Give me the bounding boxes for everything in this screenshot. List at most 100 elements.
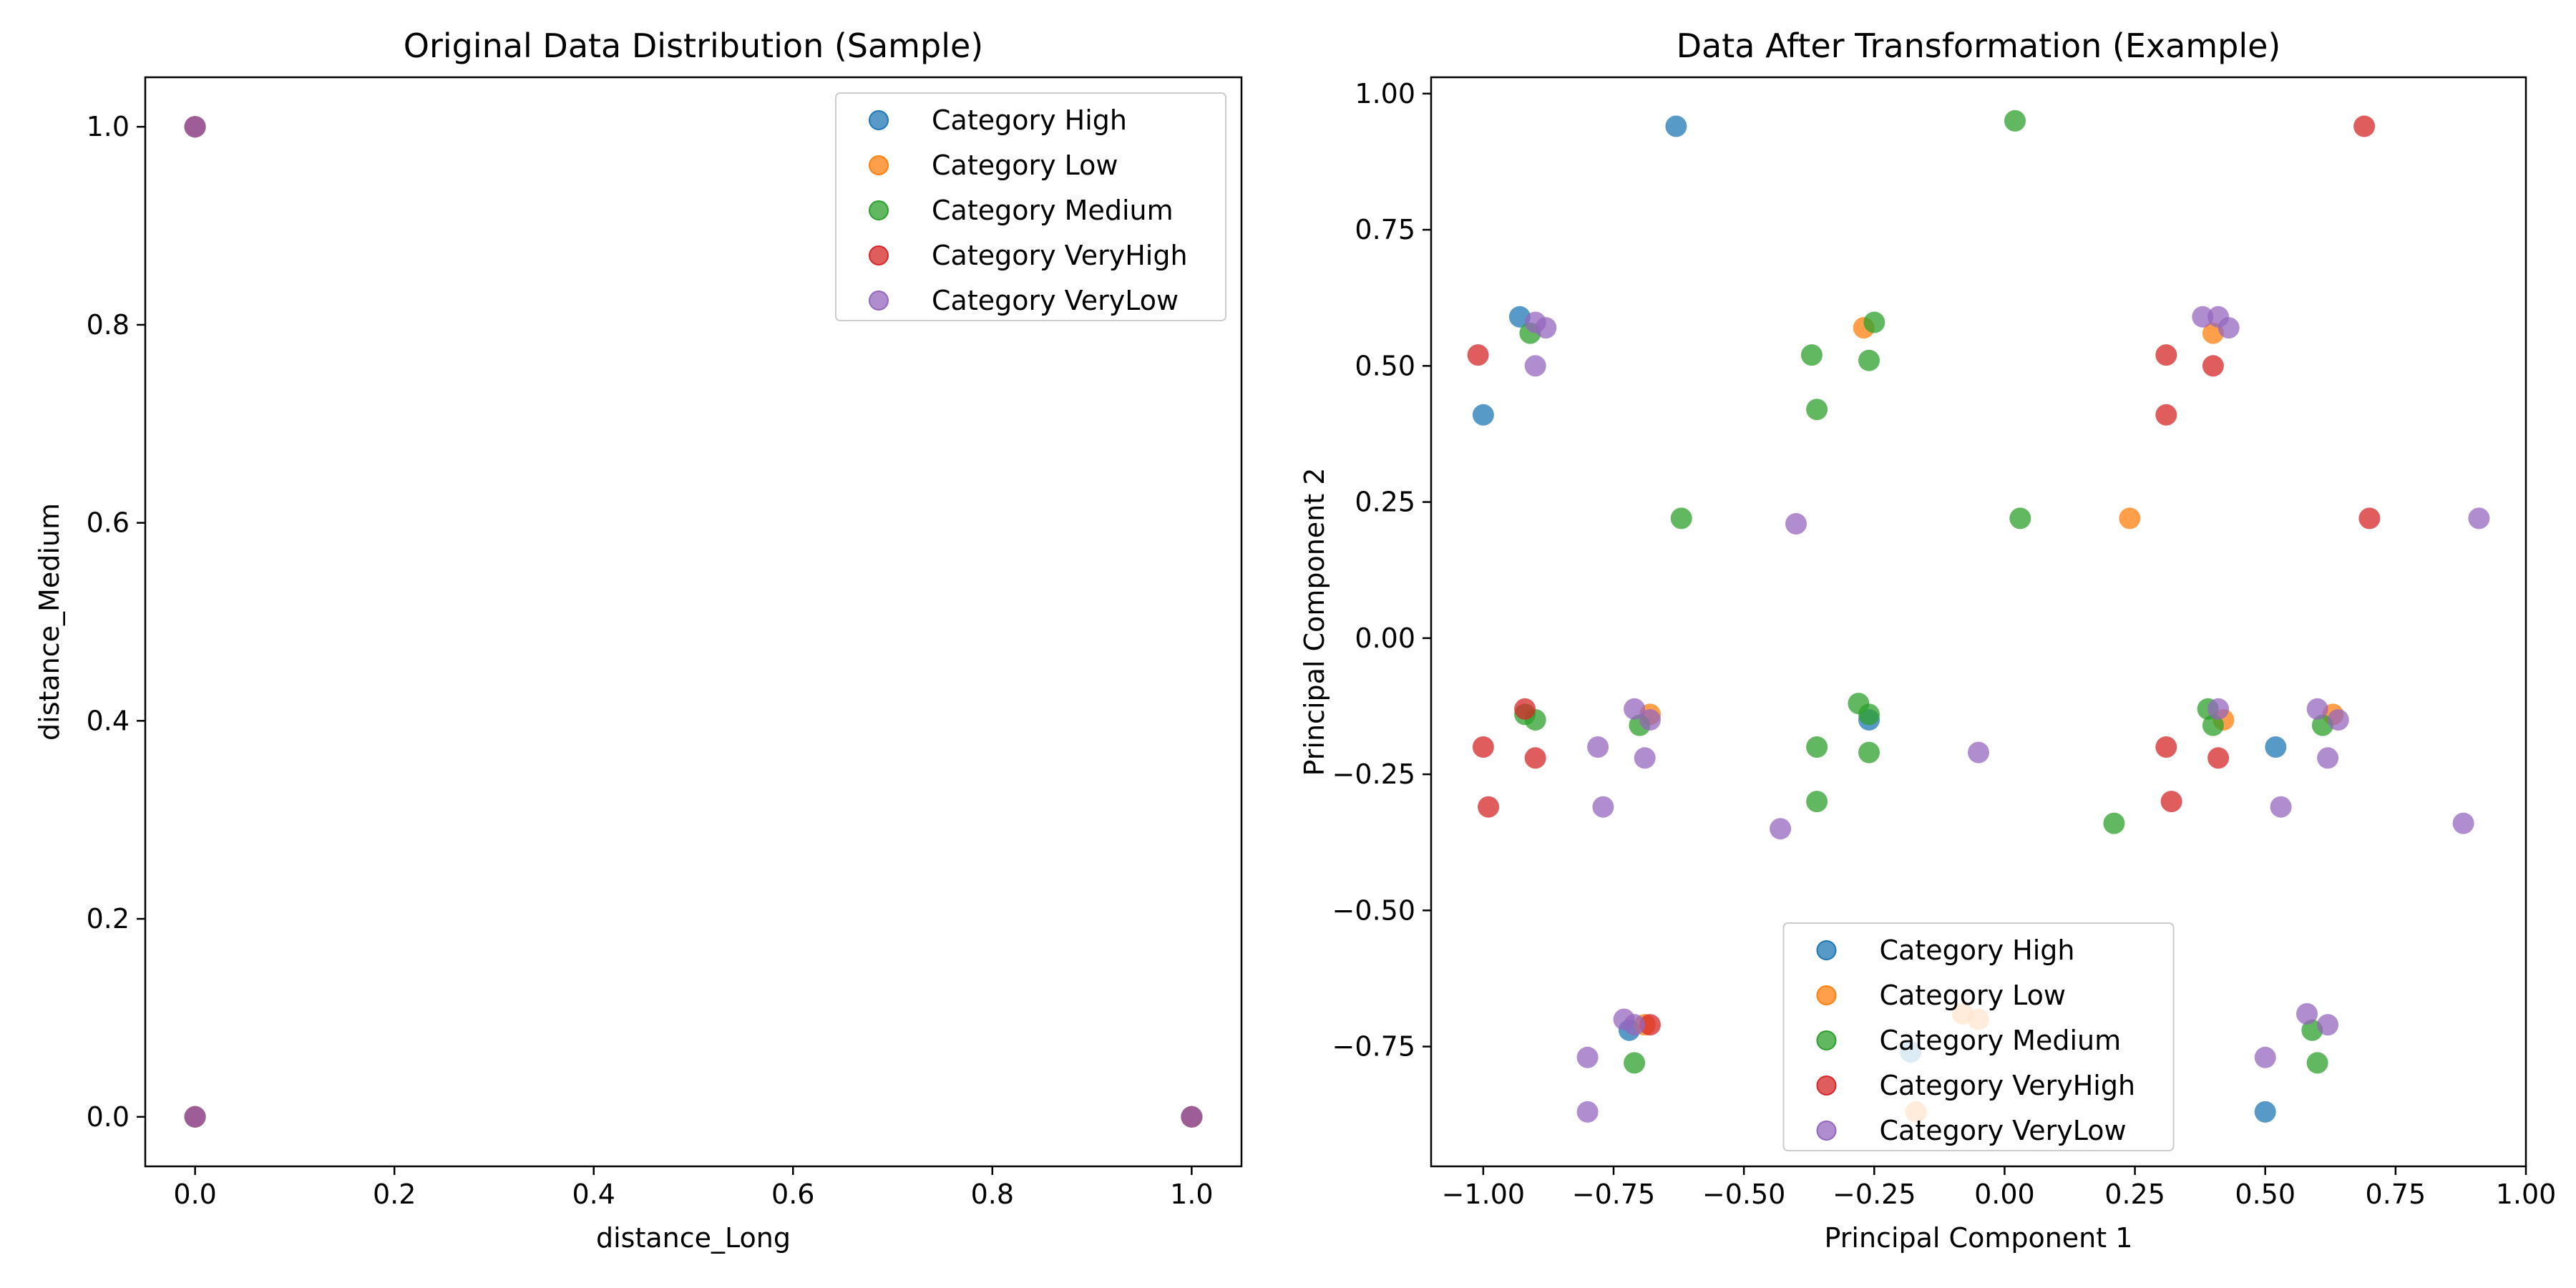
x-tick-label: 0.00	[1974, 1179, 2035, 1210]
chart-panel-2: Data After Transformation (Example) −1.00…	[1299, 26, 2556, 1254]
data-point	[2218, 317, 2240, 339]
x-tick-label: 1.00	[2496, 1179, 2557, 1210]
data-point	[1624, 1052, 1646, 1074]
y-tick-label: 1.0	[87, 111, 130, 142]
data-point	[2358, 507, 2381, 530]
x-tick-label: 0.8	[971, 1179, 1014, 1210]
legend-label: Category VeryLow	[1880, 1115, 2127, 1146]
legend-marker	[1816, 1030, 1837, 1050]
legend: Category High Category Low Category Medium…	[1782, 922, 2175, 1151]
y-tick-label: 0.4	[87, 705, 130, 736]
legend-marker	[1816, 940, 1837, 960]
data-points	[184, 116, 1203, 1128]
data-point	[1639, 1014, 1661, 1036]
data-point	[1592, 796, 1614, 818]
x-tick-label: 0.50	[2235, 1179, 2296, 1210]
data-point	[1634, 747, 1656, 769]
legend-label: Category Medium	[932, 195, 1174, 226]
data-point	[1467, 344, 1489, 366]
x-tick-label: 0.25	[2104, 1179, 2165, 1210]
y-tick-label: 0.50	[1355, 350, 1415, 381]
data-point	[2155, 344, 2177, 366]
x-axis-label: distance_Long	[596, 1222, 791, 1254]
data-point	[2468, 507, 2490, 530]
data-point	[2327, 709, 2349, 731]
legend-label: Category Low	[932, 150, 1118, 181]
data-point	[1524, 355, 1546, 377]
data-point	[1514, 698, 1536, 720]
data-point	[1858, 741, 1880, 763]
data-point	[1639, 709, 1661, 731]
data-point	[2004, 109, 2026, 132]
x-tick-label: 0.2	[373, 1179, 416, 1210]
data-point	[2103, 812, 2125, 834]
x-tick-label: 0.0	[173, 1179, 216, 1210]
data-point	[1472, 736, 1494, 758]
x-tick-label: 0.75	[2366, 1179, 2426, 1210]
legend-marker	[869, 110, 889, 130]
y-tick-label: 1.00	[1355, 78, 1415, 109]
data-point	[1576, 1101, 1599, 1123]
data-point	[2306, 698, 2328, 720]
legend-label: Category High	[1880, 935, 2075, 966]
axes-frame	[144, 76, 1243, 1168]
data-point	[2353, 115, 2376, 137]
legend-box	[1782, 922, 2175, 1151]
data-point	[1806, 791, 1828, 813]
y-tick-label: −0.75	[1332, 1031, 1415, 1063]
data-point	[2265, 736, 2287, 758]
data-point	[1478, 796, 1500, 818]
x-tick-label: −0.75	[1572, 1179, 1655, 1210]
legend-label: Category VeryLow	[932, 285, 1179, 316]
data-point	[2155, 736, 2177, 758]
y-tick-label: 0.2	[87, 903, 130, 935]
x-tick-label: −0.25	[1833, 1179, 1916, 1210]
legend-marker	[1816, 1075, 1837, 1096]
legend-label: Category Low	[1880, 980, 2067, 1011]
data-point	[2317, 1014, 2339, 1036]
legend-marker	[869, 291, 889, 311]
legend-label: Category Medium	[1880, 1025, 2122, 1056]
data-point	[1181, 1106, 1203, 1128]
data-point	[2207, 747, 2230, 769]
data-point	[2317, 747, 2339, 769]
data-point	[2160, 791, 2182, 813]
data-point	[1863, 311, 1885, 333]
legend-marker	[869, 155, 889, 175]
legend-label: Category High	[932, 104, 1127, 136]
data-point	[1587, 736, 1609, 758]
legend-marker	[1816, 1121, 1837, 1141]
chart-panel-1: Original Data Distribution (Sample) 0.0 0.…	[34, 26, 1243, 1254]
data-point	[2202, 714, 2224, 736]
y-tick-label: 0.75	[1355, 214, 1415, 245]
data-point	[1472, 404, 1494, 426]
data-point	[1858, 703, 1880, 726]
data-point	[2452, 812, 2474, 834]
y-axis-label: distance_Medium	[34, 503, 65, 741]
data-point	[184, 116, 206, 138]
chart-title: Original Data Distribution (Sample)	[404, 26, 983, 65]
data-point	[2207, 698, 2230, 720]
y-tick-label: 0.25	[1355, 487, 1415, 518]
data-point	[1806, 736, 1828, 758]
data-point	[2119, 507, 2141, 530]
data-point	[2192, 306, 2214, 328]
data-point	[1806, 399, 1828, 421]
data-point	[1770, 818, 1792, 840]
data-point	[1800, 344, 1823, 366]
x-tick-label: 1.0	[1170, 1179, 1213, 1210]
data-point	[2202, 355, 2224, 377]
legend-box	[835, 92, 1226, 321]
data-point	[1535, 317, 1557, 339]
x-tick-label: 0.6	[771, 1179, 814, 1210]
data-point	[2254, 1046, 2276, 1068]
y-tick-label: 0.8	[87, 309, 130, 341]
y-tick-label: 0.00	[1355, 623, 1415, 654]
data-point	[2296, 1002, 2318, 1025]
y-axis-label: Principal Component 2	[1299, 468, 1330, 776]
data-point	[1785, 513, 1807, 535]
chart-title: Data After Transformation (Example)	[1677, 26, 2281, 65]
y-tick-label: 0.6	[87, 507, 130, 539]
legend-marker	[869, 245, 889, 265]
